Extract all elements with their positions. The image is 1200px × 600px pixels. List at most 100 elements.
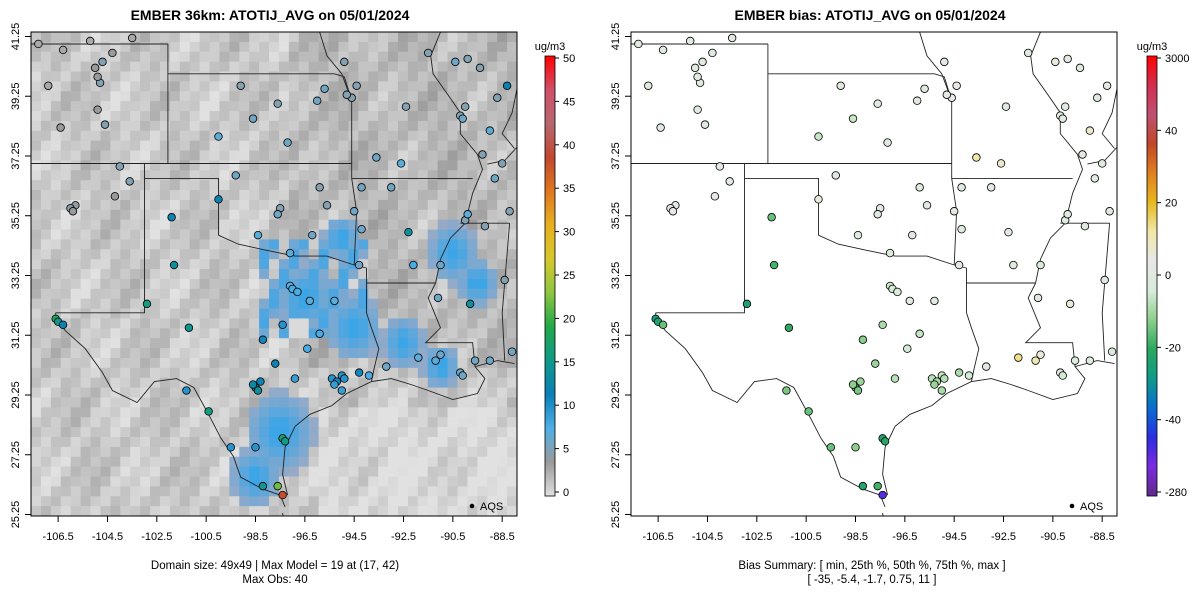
grid-cell <box>397 229 409 240</box>
right-title: EMBER bias: ATOTIJ_AVG on 05/01/2024 <box>734 7 1005 23</box>
grid-cell <box>209 140 220 151</box>
grid-cell <box>140 51 151 63</box>
grid-cell <box>457 190 468 201</box>
grid-cell <box>457 239 468 250</box>
grid-cell <box>368 476 379 487</box>
bias-point <box>883 138 892 147</box>
bias-point <box>644 81 653 90</box>
grid-cell <box>189 41 201 53</box>
state-borders <box>31 32 517 516</box>
grid-cell <box>487 328 498 339</box>
colorbar-tick-label: 50 <box>563 53 575 65</box>
grid-cell <box>358 387 369 398</box>
grid-cell <box>50 506 62 516</box>
colorbar-tick-label: 0 <box>1165 270 1171 282</box>
grid-cell <box>288 377 300 388</box>
grid-cell <box>328 278 339 290</box>
grid-cell <box>417 377 429 388</box>
grid-cell <box>189 357 201 369</box>
grid-cell <box>308 506 320 516</box>
grid-cell <box>40 298 52 309</box>
grid-cell <box>358 348 369 359</box>
grid-cell <box>378 387 389 398</box>
grid-cell <box>130 81 141 92</box>
grid-cell <box>378 456 389 468</box>
grid-cell <box>457 288 468 300</box>
observation-point <box>167 213 176 222</box>
grid-cell <box>269 496 280 507</box>
grid-cell <box>120 476 131 487</box>
grid-cell <box>318 229 329 240</box>
grid-cell <box>278 120 290 132</box>
grid-cell <box>60 298 72 309</box>
grid-cell <box>130 130 141 142</box>
grid-cell <box>447 61 458 72</box>
grid-cell <box>239 407 250 418</box>
grid-cell <box>457 328 468 339</box>
grid-cell <box>437 476 448 487</box>
observation-point <box>505 207 514 216</box>
bias-point <box>873 481 882 491</box>
grid-cell <box>100 219 111 230</box>
grid-cell <box>40 446 52 458</box>
grid-cell <box>358 81 369 92</box>
grid-cell <box>40 496 52 507</box>
grid-cell <box>368 506 379 516</box>
grid-cell <box>269 81 280 92</box>
grid-cell <box>219 120 230 132</box>
grid-cell <box>50 486 62 497</box>
grid-cell <box>397 278 409 290</box>
grid-cell <box>437 328 448 339</box>
grid-cell <box>199 61 210 72</box>
grid-cell <box>249 130 260 142</box>
grid-cell <box>130 140 141 151</box>
grid-cell <box>169 101 181 112</box>
state-border-line <box>1101 223 1111 361</box>
grid-cell <box>308 288 320 300</box>
grid-cell <box>140 249 151 260</box>
grid-cell <box>288 308 300 319</box>
grid-cell <box>477 259 488 270</box>
grid-cell <box>507 190 517 201</box>
grid-cell <box>358 239 369 250</box>
grid-cell <box>298 199 310 211</box>
grid-cell <box>219 81 230 92</box>
grid-cell <box>338 81 349 92</box>
bias-point <box>804 407 813 416</box>
grid-cell <box>477 476 488 487</box>
grid-cell <box>169 367 181 379</box>
grid-cell <box>31 377 42 388</box>
y-tick-label: 31.25 <box>610 321 622 349</box>
grid-cell <box>50 140 62 151</box>
grid-cell <box>179 41 191 53</box>
grid-cell <box>150 318 161 329</box>
x-tick-label: -94.5 <box>342 531 367 543</box>
grid-cell <box>179 397 191 408</box>
grid-cell <box>31 101 42 112</box>
colorbar-tick-label: 45 <box>563 96 575 108</box>
grid-cell <box>358 111 369 122</box>
grid-cell <box>209 170 220 181</box>
grid-cell <box>318 456 329 468</box>
grid-cell <box>437 269 448 280</box>
grid-cell <box>507 160 517 171</box>
grid-cell <box>427 348 439 359</box>
grid-cell <box>507 269 517 280</box>
grid-cell <box>239 486 250 497</box>
grid-cell <box>338 180 349 191</box>
grid-cell <box>70 377 81 388</box>
bias-point <box>858 335 868 344</box>
grid-cell <box>169 180 181 191</box>
grid-cell <box>447 377 458 388</box>
grid-cell <box>298 436 310 448</box>
observation-point <box>502 81 512 90</box>
grid-cell <box>80 446 91 458</box>
grid-cell <box>338 140 349 151</box>
grid-cell <box>130 229 141 240</box>
grid-cell <box>100 190 111 201</box>
grid-cell <box>417 348 429 359</box>
grid-cell <box>348 229 359 240</box>
grid-cell <box>229 288 240 300</box>
state-border-line <box>1101 88 1117 149</box>
grid-cell <box>378 180 389 191</box>
